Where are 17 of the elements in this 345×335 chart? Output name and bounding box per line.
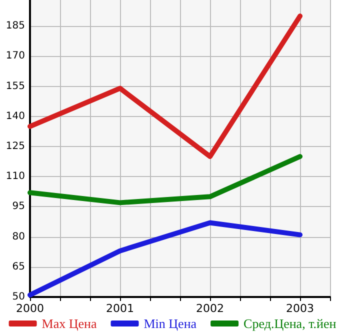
x-tick-label: 2000 [16,302,44,315]
x-tick-label: 2002 [196,302,224,315]
y-tick-label: 185 [6,20,25,32]
y-tick-label: 80 [12,231,25,242]
y-tick-label: 140 [6,110,25,122]
y-tick-label: 110 [6,171,25,182]
y-tick-label: 65 [12,261,25,272]
y-tick-label: 125 [6,140,25,152]
y-tick-label: 155 [6,80,25,92]
y-tick-label: 170 [6,50,25,62]
legend-label: Min Цена [144,316,197,331]
legend-label: Max Цена [42,316,97,331]
legend-label: Сред.Цена, т.йен [244,316,336,331]
x-tick-label: 2003 [286,302,314,315]
y-tick-label: 95 [12,201,25,212]
y-tick-label: 50 [12,292,25,302]
x-tick-label: 2001 [106,302,134,315]
